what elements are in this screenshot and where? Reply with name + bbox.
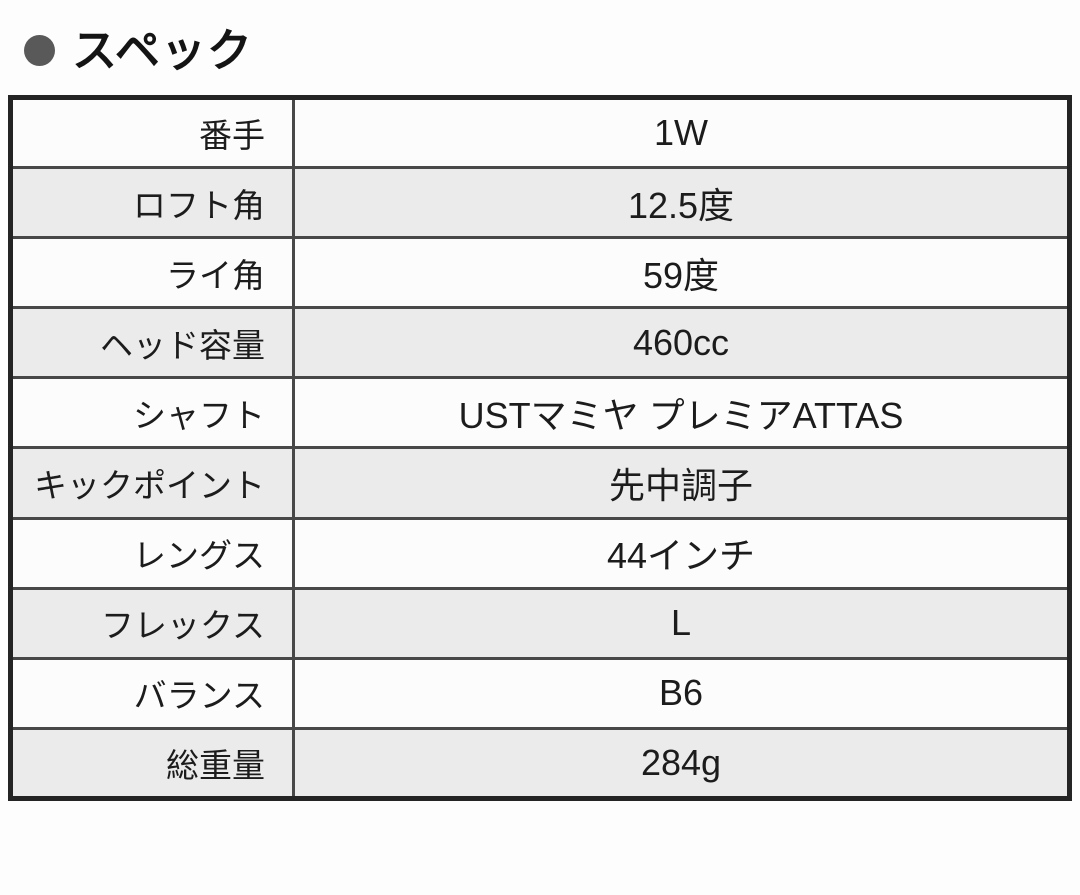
spec-value: L xyxy=(293,586,1070,659)
spec-value: 59度 xyxy=(293,236,1070,308)
table-row: ライ角 59度 xyxy=(10,236,1070,308)
table-row: 番手 1W xyxy=(10,97,1070,168)
spec-label: フレックス xyxy=(10,586,295,659)
table-row: レングス 44インチ xyxy=(10,516,1070,589)
table-row: フレックス L xyxy=(10,586,1070,659)
spec-label: シャフト xyxy=(10,376,295,448)
spec-value: 460cc xyxy=(293,306,1070,378)
spec-value: 先中調子 xyxy=(293,446,1070,519)
spec-label: キックポイント xyxy=(10,446,295,519)
spec-label: レングス xyxy=(10,516,295,589)
spec-value: 1W xyxy=(654,112,708,154)
table-row: キックポイント 先中調子 xyxy=(10,446,1070,519)
spec-value: 284g xyxy=(293,726,1070,799)
spec-label: 総重量 xyxy=(10,726,295,799)
table-row: ロフト角 12.5度 xyxy=(10,166,1070,238)
table-row: シャフト USTマミヤ プレミアATTAS xyxy=(10,376,1070,448)
spec-value: 12.5度 xyxy=(293,166,1070,238)
spec-value: B6 xyxy=(293,656,1070,729)
page-title: スペック xyxy=(72,25,253,76)
spec-label: 番手 xyxy=(10,97,295,168)
table-row: バランス B6 xyxy=(10,656,1070,729)
bullet-icon xyxy=(24,35,55,67)
section-header: スペック xyxy=(24,26,253,76)
spec-label: ライ角 xyxy=(10,236,295,308)
spec-value: 44インチ xyxy=(293,516,1070,589)
table-row: ヘッド容量 460cc xyxy=(10,306,1070,378)
spec-label: ヘッド容量 xyxy=(10,306,295,378)
spec-table: 番手 1W ロフト角 12.5度 ライ角 59度 ヘッド容量 460cc シャフ… xyxy=(8,95,1072,801)
spec-value: USTマミヤ プレミアATTAS xyxy=(293,376,1070,448)
table-row: 総重量 284g xyxy=(10,726,1070,799)
spec-label: ロフト角 xyxy=(10,166,295,238)
spec-label: バランス xyxy=(10,656,295,729)
